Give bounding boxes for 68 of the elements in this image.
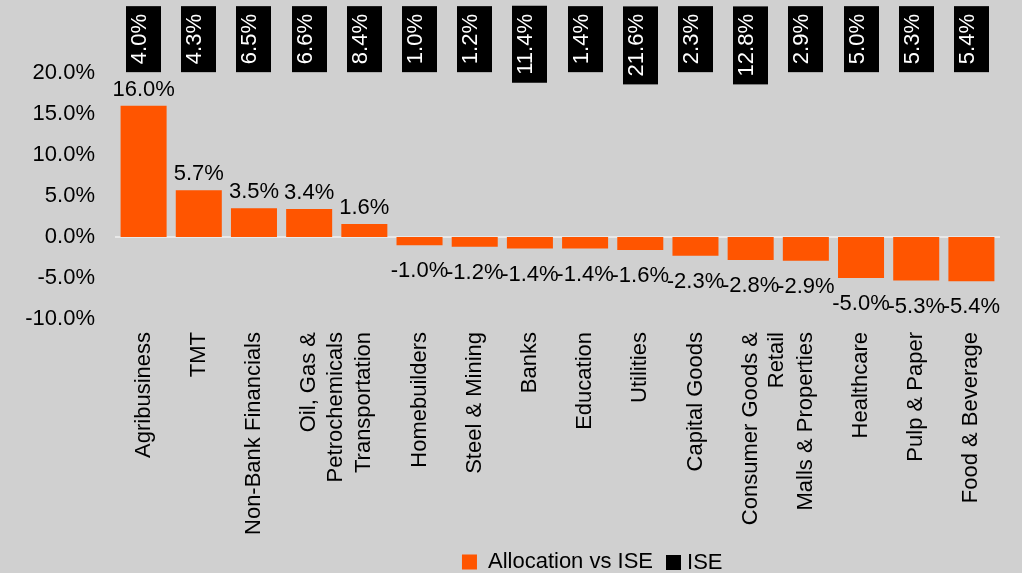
x-tick-label: Agribusiness	[129, 332, 155, 458]
data-label: 5.3%	[898, 6, 934, 73]
bar	[838, 237, 885, 278]
data-label: -2.9%	[777, 272, 835, 298]
y-tick-label: 15.0%	[32, 100, 95, 126]
x-tick-label: TMT	[184, 332, 210, 378]
data-label: -1.4%	[501, 260, 559, 286]
bar	[782, 237, 829, 261]
x-tick-label: Utilities	[626, 332, 652, 403]
bar	[120, 105, 167, 237]
bar	[672, 237, 719, 256]
x-tick-label: Homebuilders	[405, 332, 431, 468]
y-tick-label: 5.0%	[44, 182, 95, 208]
data-label: 5.4%	[953, 6, 989, 73]
data-label: 3.5%	[228, 178, 280, 204]
x-tick-label: Malls & Properties	[791, 332, 817, 511]
x-tick-label: Transportation	[350, 332, 376, 474]
data-label: 4.3%	[181, 6, 217, 73]
x-tick-label: Education	[571, 332, 597, 430]
data-label: 4.0%	[126, 6, 162, 73]
bar	[230, 208, 277, 237]
legend-label: ISE	[687, 549, 723, 573]
data-label: 1.6%	[339, 193, 390, 219]
x-tick-label: Pulp & Paper	[902, 332, 928, 462]
x-tick-label: Non-Bank Financials	[240, 332, 266, 535]
x-tick-label: Capital Goods	[681, 332, 707, 472]
data-label: 6.6%	[291, 6, 327, 73]
data-label: 6.5%	[236, 6, 272, 73]
x-tick-label: Consumer Goods & Retail	[736, 331, 789, 526]
bar	[948, 237, 995, 282]
bar	[396, 237, 443, 246]
data-label: 5.7%	[173, 160, 224, 186]
data-label: 3.4%	[284, 179, 335, 205]
data-label: -2.3%	[666, 267, 725, 293]
bar	[506, 237, 553, 249]
y-tick-label: -10.0%	[25, 305, 95, 331]
x-tick-label: Banks	[515, 332, 541, 394]
data-label: 1.0%	[402, 6, 438, 73]
y-tick-label: 20.0%	[32, 59, 95, 85]
data-label: 8.4%	[346, 6, 382, 73]
legend-label: Allocation vs ISE	[487, 548, 654, 573]
bar	[451, 237, 498, 247]
bar	[286, 209, 333, 237]
x-tick-label: Healthcare	[847, 332, 873, 439]
bar	[175, 190, 222, 237]
data-label: 11.4%	[512, 6, 548, 83]
bar	[617, 237, 664, 251]
x-tick-label: Oil, Gas & Petrochemicals	[295, 331, 347, 483]
y-tick-label: -5.0%	[37, 264, 95, 290]
data-label: 21.6%	[622, 6, 658, 85]
y-tick-label: 0.0%	[44, 223, 95, 249]
data-label: 1.2%	[457, 6, 493, 73]
bar	[341, 223, 388, 237]
data-label: -5.3%	[887, 292, 945, 318]
bar	[893, 237, 940, 281]
bar	[562, 237, 609, 249]
data-label: 16.0%	[112, 75, 175, 101]
y-tick-label: 10.0%	[32, 141, 95, 167]
data-label: 1.4%	[567, 6, 603, 73]
x-tick-label: Food & Beverage	[957, 332, 983, 504]
data-label: 12.8%	[733, 6, 769, 85]
data-label: 2.3%	[677, 6, 713, 73]
data-label: 2.9%	[788, 6, 824, 73]
bar	[727, 237, 774, 260]
data-label: -1.4%	[556, 260, 614, 286]
x-tick-label: Steel & Mining	[460, 332, 486, 474]
data-label: 5.0%	[843, 6, 879, 73]
data-label: -1.0%	[390, 257, 449, 283]
